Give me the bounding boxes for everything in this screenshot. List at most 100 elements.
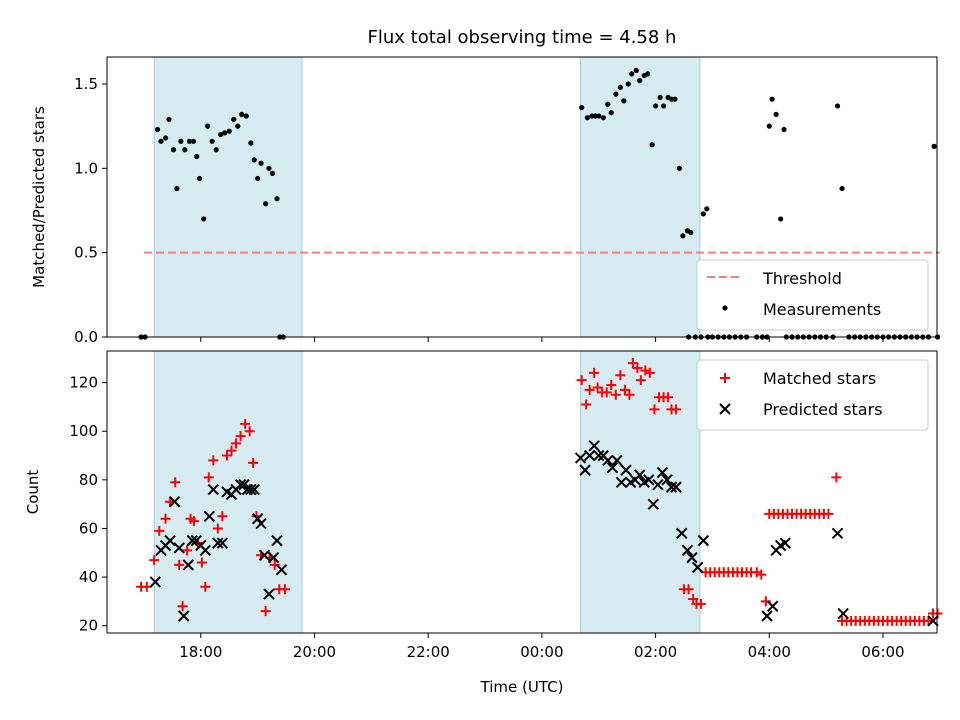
matched-star-point [581, 399, 592, 410]
predicted-star-point [216, 537, 229, 549]
measurement-point [605, 101, 611, 107]
measurement-point [218, 131, 224, 138]
legend-entry-label: Matched stars [763, 369, 876, 388]
x-tick-label: 22:00 [407, 643, 450, 661]
observing-window-band [153, 56, 303, 338]
y-tick-label: 100 [69, 422, 98, 440]
measurement-point [162, 135, 169, 141]
x-tick-label: 04:00 [748, 643, 791, 661]
matched-star-point [831, 472, 842, 483]
matched-star-point [610, 389, 621, 400]
matched-star-point [248, 457, 259, 468]
matched-star-point [644, 367, 655, 378]
y-tick-label: 60 [79, 519, 98, 537]
measurement-point [166, 116, 172, 123]
x-tick-label: 06:00 [861, 643, 904, 661]
matched-star-point [240, 418, 251, 429]
predicted-stars-points [149, 440, 939, 627]
measurement-point [637, 78, 643, 84]
matched-star-point [188, 516, 199, 527]
measurement-point [239, 111, 245, 117]
x-tick-label: 20:00 [293, 643, 336, 661]
matched-star-point [154, 525, 165, 536]
measurement-point [676, 165, 683, 171]
measurement-point [672, 96, 678, 102]
measurement-point [766, 123, 772, 129]
predicted-star-point [656, 466, 669, 479]
measurement-point [649, 142, 655, 148]
y-tick-label: 1.5 [74, 75, 98, 93]
measurement-point [625, 81, 631, 87]
measurement-point [197, 175, 203, 182]
ratio-x-ticks [200, 337, 884, 342]
ratio-y-ticks: 0.0 0.5 1.0 1.5 [74, 75, 107, 346]
matched-star-point [235, 431, 246, 442]
matched-star-point [149, 555, 160, 566]
matched-star-point [212, 523, 223, 534]
predicted-star-point [766, 600, 779, 612]
y-tick-label: 0.0 [74, 328, 98, 346]
measurement-point [629, 71, 635, 77]
y-tick-label: 120 [69, 374, 98, 392]
measurement-point [613, 91, 619, 97]
measurement-point [205, 123, 211, 129]
measurement-point [274, 196, 280, 202]
matched-star-point [141, 581, 152, 592]
ratio-panel: 0.0 0.5 1.0 1.5 Matched/Predicted stars Thr… [30, 56, 941, 346]
measurement-point [194, 153, 200, 160]
matched-star-point [592, 382, 603, 393]
measurement-point [931, 143, 937, 149]
legend-matched-swatch [720, 373, 730, 383]
measurement-point [778, 216, 784, 222]
predicted-star-point [665, 481, 678, 493]
predicted-star-point [686, 551, 698, 564]
matched-star-point [584, 384, 595, 395]
measurement-point [660, 103, 667, 109]
chart-title: Flux total observing time = 4.58 h [368, 27, 677, 48]
matched-star-point [226, 445, 237, 456]
measurement-point [621, 98, 627, 104]
matched-star-point [663, 392, 674, 403]
predicted-star-point [611, 454, 623, 467]
matched-star-point [601, 387, 612, 398]
measurement-point [579, 105, 585, 111]
counts-axes-frame [106, 350, 938, 634]
predicted-star-point [203, 510, 216, 523]
predicted-star-point [606, 461, 619, 474]
measurement-point [773, 111, 779, 117]
predicted-star-point [761, 610, 773, 622]
matched-star-point [221, 450, 232, 461]
measurement-point [700, 211, 706, 217]
matched-star-point [200, 581, 211, 592]
measurement-point [178, 138, 184, 144]
predicted-star-point [588, 440, 600, 452]
predicted-star-point [620, 464, 632, 476]
measurement-point [704, 206, 710, 212]
predicted-star-point [263, 588, 275, 600]
x-tick-label: 00:00 [520, 643, 563, 661]
y-tick-label: 20 [79, 617, 98, 635]
matched-star-point [170, 477, 181, 488]
counts-y-axis-label: Count [24, 470, 42, 515]
counts-legend: Matched stars Predicted stars [696, 359, 929, 431]
legend-entry-label: Threshold [762, 269, 842, 288]
measurement-point [657, 94, 663, 101]
predicted-star-point [574, 452, 587, 464]
matched-star-point [160, 513, 171, 524]
matched-star-point [196, 557, 207, 568]
counts-y-ticks: 20 40 60 80 100 120 [69, 374, 107, 635]
measurement-point [769, 96, 775, 102]
predicted-star-point [251, 513, 264, 525]
matched-star-point [615, 370, 626, 381]
measurement-point [680, 233, 686, 239]
measurement-point [222, 130, 228, 136]
predicted-star-point [173, 542, 185, 554]
predicted-star-point [245, 483, 257, 496]
predicted-star-point [149, 576, 162, 588]
measurement-point [255, 175, 261, 182]
predicted-star-point [255, 517, 267, 530]
measurement-point [243, 113, 249, 119]
measurement-point [600, 115, 606, 121]
predicted-star-point [182, 559, 195, 571]
